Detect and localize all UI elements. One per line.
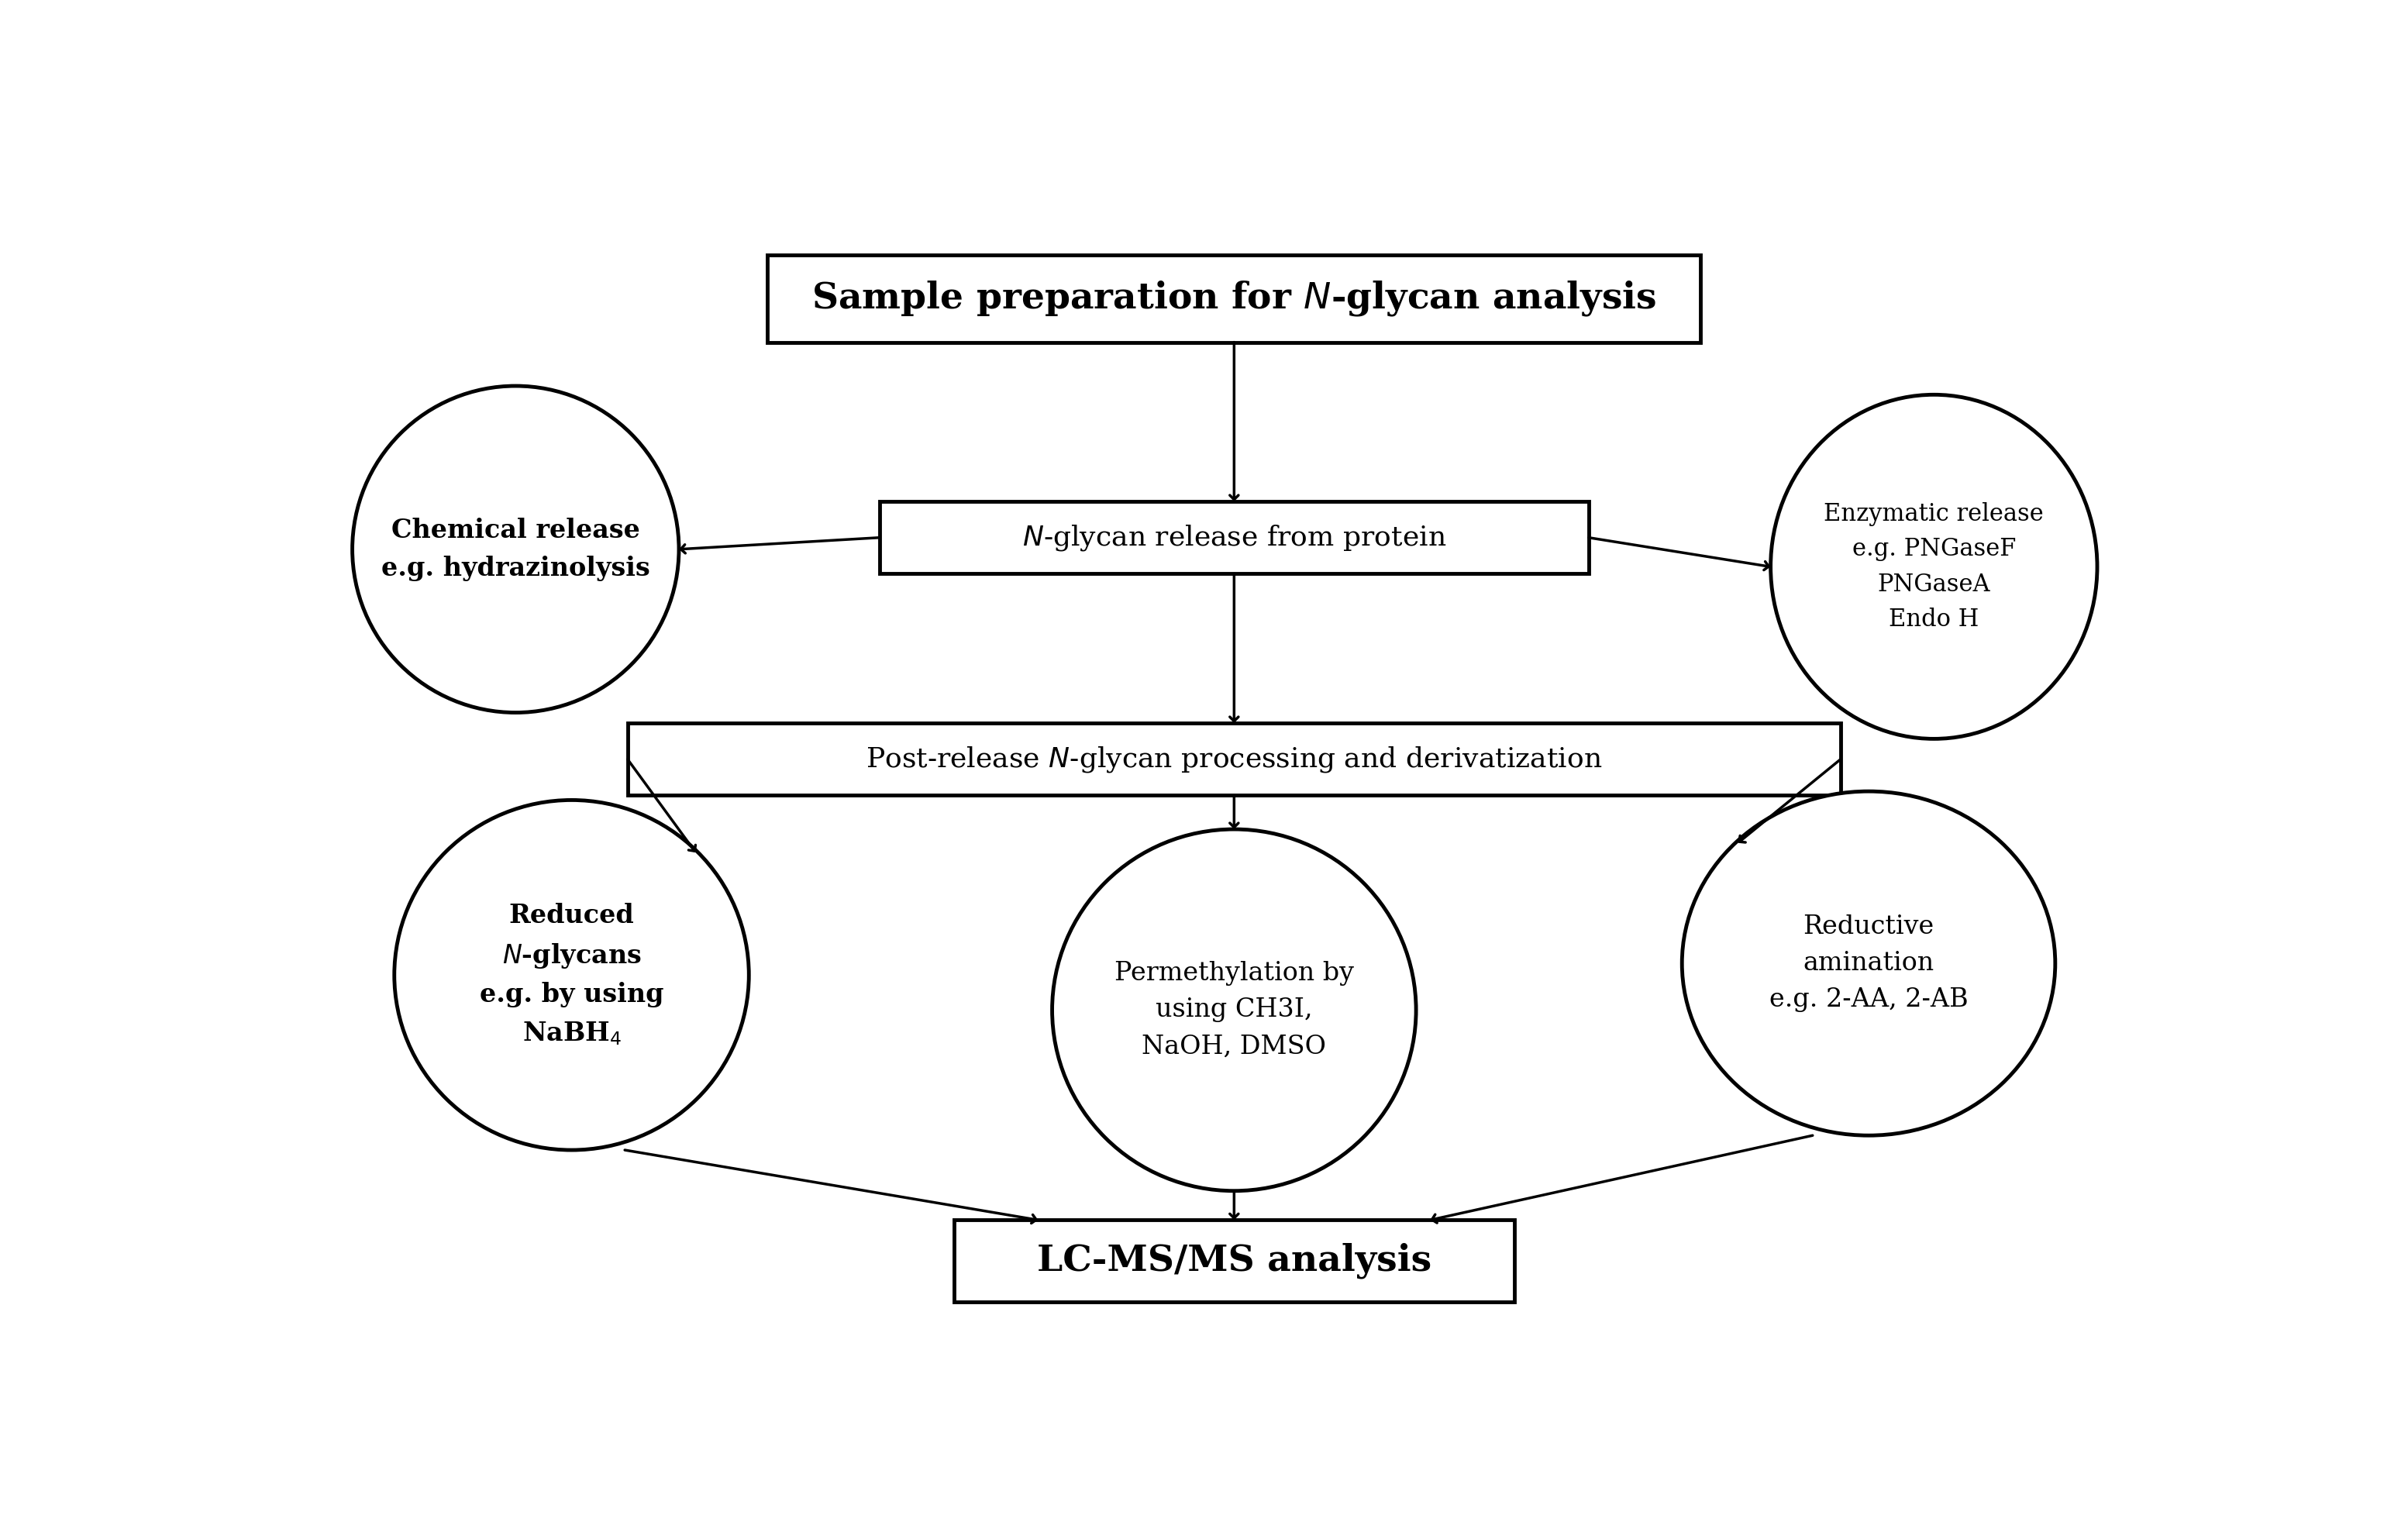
Text: Reduced
$\mathbf{\mathit{N}}$-glycans
e.g. by using
NaBH$_4$: Reduced $\mathbf{\mathit{N}}$-glycans e.…: [479, 903, 665, 1047]
Text: Chemical release
e.g. hydrazinolysis: Chemical release e.g. hydrazinolysis: [380, 518, 650, 580]
Ellipse shape: [395, 800, 749, 1150]
FancyBboxPatch shape: [628, 723, 1840, 795]
Text: Sample preparation for $\mathbf{\mathit{N}}$-glycan analysis: Sample preparation for $\mathbf{\mathit{…: [811, 279, 1657, 318]
Ellipse shape: [1770, 395, 2097, 739]
Text: Reductive
amination
e.g. 2-AA, 2-AB: Reductive amination e.g. 2-AA, 2-AB: [1770, 915, 1967, 1012]
Text: Post-release $\mathbf{\mathit{N}}$-glycan processing and derivatization: Post-release $\mathbf{\mathit{N}}$-glyca…: [867, 744, 1601, 774]
Text: Enzymatic release
e.g. PNGaseF
PNGaseA
Endo H: Enzymatic release e.g. PNGaseF PNGaseA E…: [1823, 501, 2044, 632]
Text: $\mathbf{\mathit{N}}$-glycan release from protein: $\mathbf{\mathit{N}}$-glycan release fro…: [1021, 523, 1447, 553]
Text: LC-MS/MS analysis: LC-MS/MS analysis: [1038, 1242, 1430, 1279]
Ellipse shape: [1052, 829, 1416, 1191]
FancyBboxPatch shape: [879, 501, 1589, 574]
FancyBboxPatch shape: [768, 255, 1700, 342]
Ellipse shape: [352, 386, 679, 712]
Ellipse shape: [1683, 791, 2056, 1135]
FancyBboxPatch shape: [954, 1220, 1515, 1301]
Text: Permethylation by
using CH3I,
NaOH, DMSO: Permethylation by using CH3I, NaOH, DMSO: [1115, 961, 1353, 1059]
